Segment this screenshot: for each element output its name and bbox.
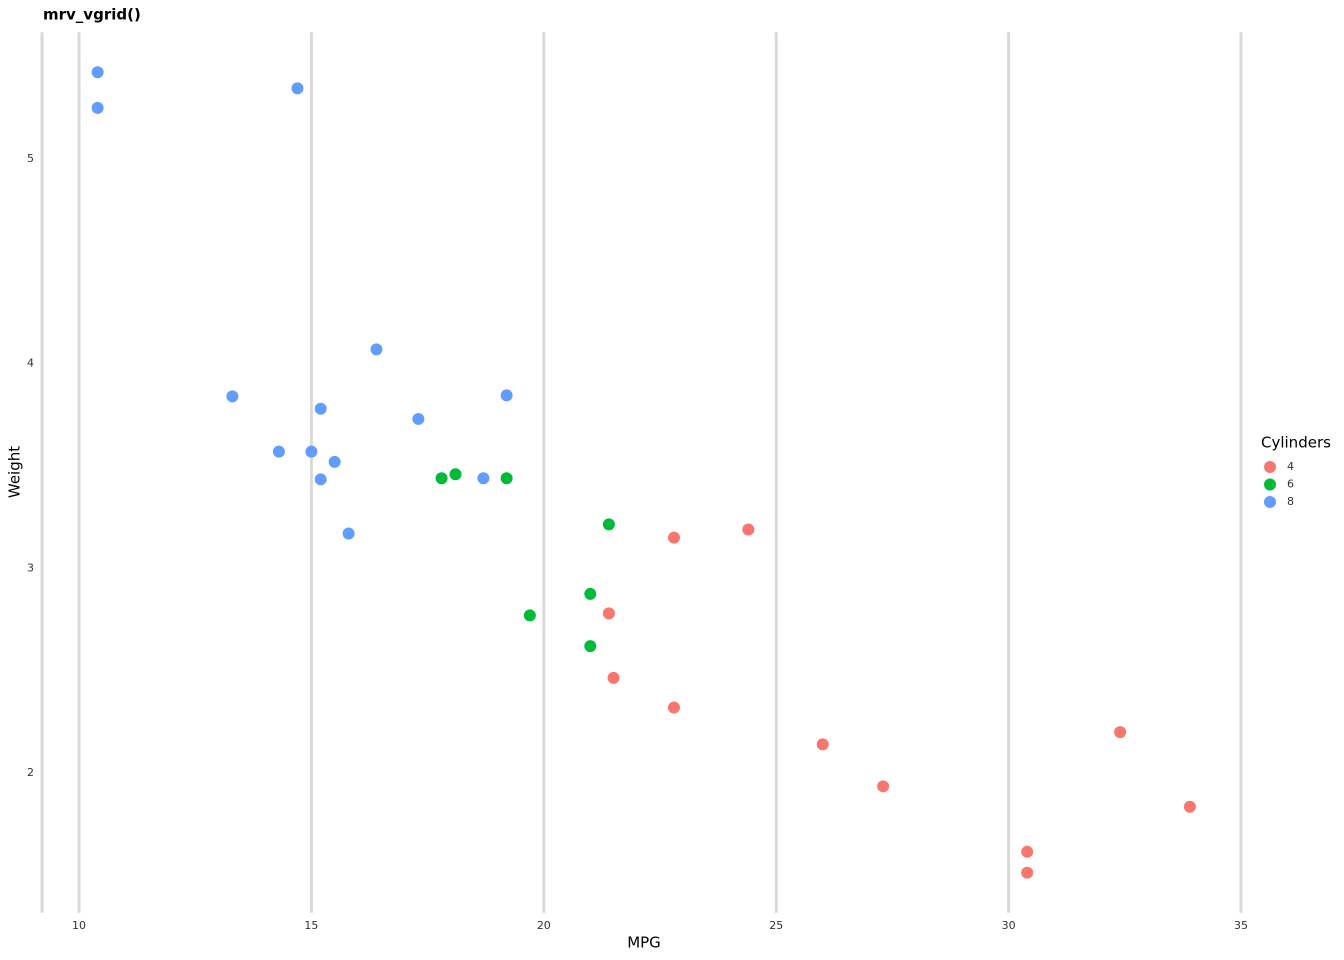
x-tick-label: 10 <box>72 919 86 932</box>
point <box>1021 845 1034 858</box>
x-tick-label: 15 <box>304 919 318 932</box>
point <box>1021 866 1034 879</box>
point <box>449 468 462 481</box>
y-tick-label: 3 <box>27 561 34 574</box>
legend-label: 6 <box>1287 478 1294 491</box>
x-tick-label: 30 <box>1002 919 1016 932</box>
point <box>667 701 680 714</box>
point <box>91 66 104 79</box>
point <box>500 472 513 485</box>
y-tick-label: 5 <box>27 152 34 165</box>
legend-swatch <box>1264 461 1276 473</box>
point <box>602 518 615 531</box>
point <box>584 587 597 600</box>
point <box>742 523 755 536</box>
point <box>607 671 620 684</box>
legend-title: Cylinders <box>1261 434 1331 452</box>
point <box>816 738 829 751</box>
chart-title: mrv_vgrid() <box>43 6 141 24</box>
point <box>602 607 615 620</box>
point <box>523 609 536 622</box>
point <box>1114 726 1127 739</box>
point <box>667 531 680 544</box>
point <box>477 472 490 485</box>
x-tick-label: 25 <box>769 919 783 932</box>
point <box>500 389 513 402</box>
point <box>328 455 341 468</box>
x-tick-label: 20 <box>537 919 551 932</box>
x-tick-label: 35 <box>1234 919 1248 932</box>
point <box>305 445 318 458</box>
point <box>314 402 327 415</box>
point <box>314 473 327 486</box>
point <box>291 82 304 95</box>
point <box>370 343 383 356</box>
point <box>91 101 104 114</box>
point <box>584 640 597 653</box>
y-axis-label: Weight <box>6 446 24 498</box>
legend-swatch <box>1264 496 1276 508</box>
point <box>342 527 355 540</box>
y-tick-label: 4 <box>27 357 34 370</box>
legend-swatch <box>1264 478 1276 491</box>
legend-label: 4 <box>1287 460 1294 473</box>
x-axis-label: MPG <box>627 934 661 952</box>
point <box>877 780 890 793</box>
legend-label: 8 <box>1287 495 1294 508</box>
point <box>435 472 448 485</box>
y-tick-label: 2 <box>27 766 34 779</box>
point <box>272 445 285 458</box>
point <box>226 390 239 403</box>
point <box>1183 800 1196 813</box>
point <box>412 412 425 425</box>
